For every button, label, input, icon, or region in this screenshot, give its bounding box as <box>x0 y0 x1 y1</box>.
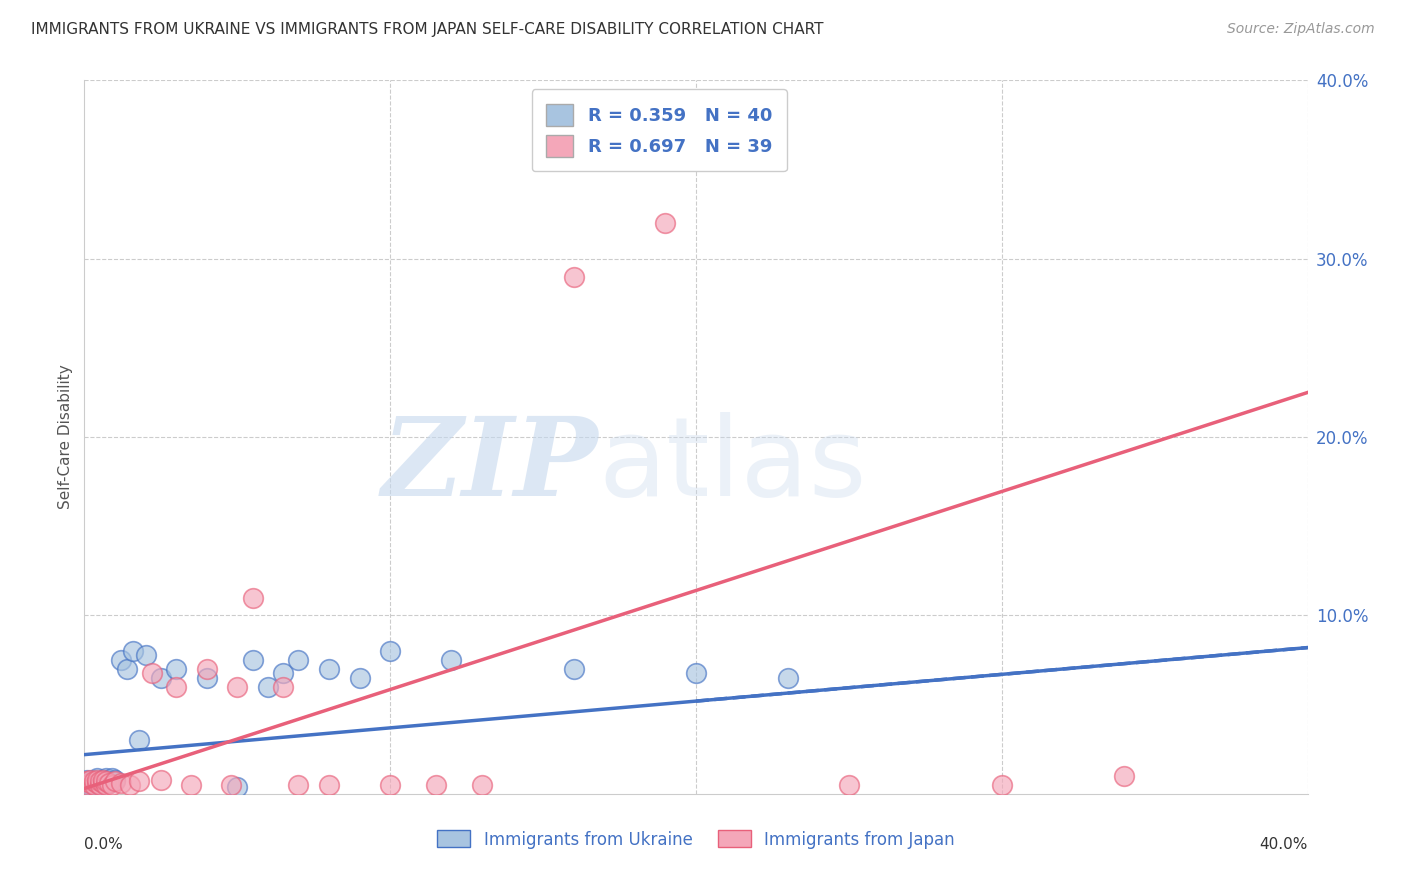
Point <box>89 778 111 792</box>
Point <box>86 776 108 790</box>
Point <box>271 665 294 680</box>
Point <box>101 778 124 792</box>
Point <box>380 644 402 658</box>
Point <box>287 653 309 667</box>
Point <box>165 662 187 676</box>
Text: IMMIGRANTS FROM UKRAINE VS IMMIGRANTS FROM JAPAN SELF-CARE DISABILITY CORRELATIO: IMMIGRANTS FROM UKRAINE VS IMMIGRANTS FR… <box>31 22 824 37</box>
Point <box>562 269 585 284</box>
Point <box>83 776 105 790</box>
Point <box>838 778 860 792</box>
Text: Source: ZipAtlas.com: Source: ZipAtlas.com <box>1227 22 1375 37</box>
Point <box>104 774 127 789</box>
Point <box>91 776 114 790</box>
Point <box>271 680 294 694</box>
Point <box>165 680 187 694</box>
Point <box>122 644 145 658</box>
Point <box>654 216 676 230</box>
Point <box>83 778 105 792</box>
Text: 40.0%: 40.0% <box>1260 837 1308 852</box>
Text: ZIP: ZIP <box>381 412 598 519</box>
Point <box>89 778 111 792</box>
Point <box>86 771 108 785</box>
Text: 0.0%: 0.0% <box>84 837 124 852</box>
Point <box>180 778 202 792</box>
Point <box>135 648 157 662</box>
Point <box>110 653 132 667</box>
Point <box>440 653 463 667</box>
Point <box>76 772 98 787</box>
Point <box>104 772 127 787</box>
Point <box>195 671 218 685</box>
Point <box>115 662 138 676</box>
Point <box>86 772 108 787</box>
Legend: R = 0.359   N = 40, R = 0.697   N = 39: R = 0.359 N = 40, R = 0.697 N = 39 <box>531 89 787 171</box>
Point <box>471 778 494 792</box>
Point <box>86 776 108 790</box>
Point <box>149 772 172 787</box>
Point <box>76 776 98 790</box>
Point <box>89 774 111 789</box>
Point <box>425 778 447 792</box>
Point <box>83 778 105 792</box>
Point <box>101 774 124 789</box>
Point <box>685 665 707 680</box>
Point <box>101 771 124 785</box>
Point <box>1114 769 1136 783</box>
Point <box>380 778 402 792</box>
Point <box>991 778 1014 792</box>
Point <box>562 662 585 676</box>
Point <box>76 778 98 792</box>
Point <box>195 662 218 676</box>
Point <box>242 591 264 605</box>
Point <box>94 774 117 789</box>
Point <box>91 772 114 787</box>
Text: atlas: atlas <box>598 412 866 519</box>
Point <box>79 774 101 789</box>
Point <box>94 771 117 785</box>
Point <box>97 776 120 790</box>
Point <box>79 778 101 792</box>
Point <box>94 778 117 792</box>
Point <box>89 774 111 789</box>
Point <box>149 671 172 685</box>
Point <box>226 680 249 694</box>
Y-axis label: Self-Care Disability: Self-Care Disability <box>58 365 73 509</box>
Point <box>97 776 120 790</box>
Point <box>110 776 132 790</box>
Point <box>91 772 114 787</box>
Point <box>83 774 105 789</box>
Point <box>128 774 150 789</box>
Point <box>776 671 799 685</box>
Point <box>242 653 264 667</box>
Point <box>94 774 117 789</box>
Point <box>219 778 242 792</box>
Point <box>79 772 101 787</box>
Point <box>128 733 150 747</box>
Point <box>226 780 249 794</box>
Point <box>79 776 101 790</box>
Point <box>120 778 142 792</box>
Point <box>76 774 98 789</box>
Point <box>318 662 340 676</box>
Point <box>287 778 309 792</box>
Point <box>318 778 340 792</box>
Point <box>141 665 163 680</box>
Point <box>97 772 120 787</box>
Point <box>349 671 371 685</box>
Point <box>83 772 105 787</box>
Point <box>91 776 114 790</box>
Point <box>257 680 280 694</box>
